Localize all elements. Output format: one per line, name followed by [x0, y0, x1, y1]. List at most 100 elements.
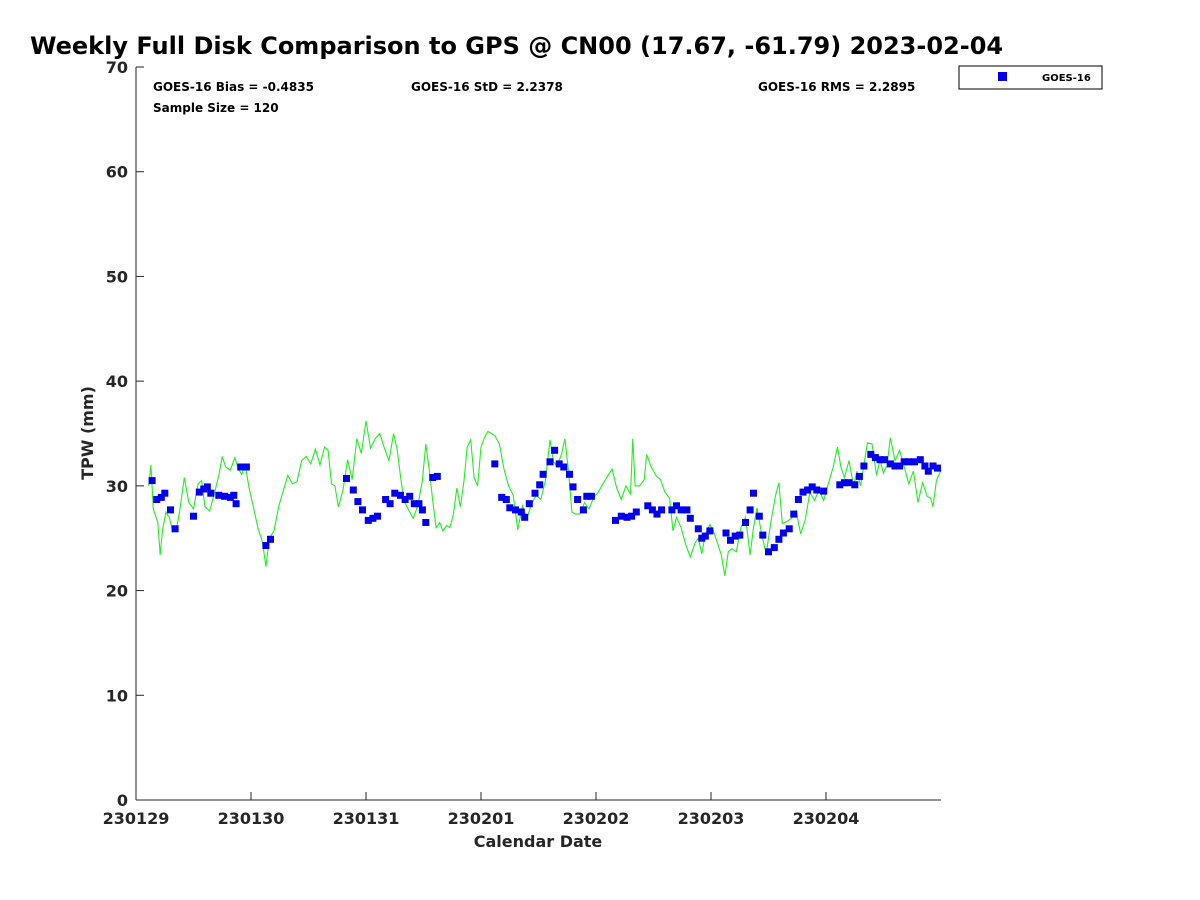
goes16-data-point [867, 450, 875, 458]
goes16-data-point [860, 462, 868, 470]
goes16-data-point [536, 481, 544, 489]
goes16-data-point [855, 472, 863, 480]
goes16-data-point [755, 512, 763, 520]
x-axis-label: Calendar Date [474, 832, 603, 851]
goes16-data-point [916, 456, 924, 464]
goes16-data-point [836, 481, 844, 489]
goes16-data-point [517, 508, 525, 516]
goes16-data-point [237, 463, 245, 471]
goes16-data-point [195, 488, 203, 496]
goes16-data-point [555, 460, 563, 468]
y-axis-label: TPW (mm) [78, 386, 97, 480]
goes16-data-point [374, 512, 381, 520]
goes16-data-point [794, 496, 802, 503]
goes16-data-point [759, 531, 767, 539]
goes16-data-point [391, 489, 399, 497]
goes16-data-point [551, 446, 559, 454]
goes16-data-point [934, 464, 941, 472]
bias-stat: GOES-16 Bias = -0.4835 [153, 80, 314, 94]
goes16-data-point [569, 483, 577, 491]
goes16-data-point [813, 486, 821, 494]
goes16-data-point [157, 493, 165, 501]
goes16-data-point [851, 481, 859, 489]
rms-stat: GOES-16 RMS = 2.2895 [758, 80, 915, 94]
goes16-data-point [161, 489, 169, 497]
goes16-data-point [727, 536, 734, 544]
gps-series-line [148, 420, 942, 576]
goes16-data-point [267, 535, 274, 543]
goes16-data-point [677, 506, 685, 514]
goes16-data-point [491, 460, 499, 468]
goes16-data-point [876, 456, 884, 464]
goes16-data-point [343, 475, 350, 482]
goes16-data-point [808, 483, 816, 491]
goes16-data-point [506, 504, 514, 512]
legend-marker-goes16 [998, 72, 1007, 81]
goes16-data-point [722, 529, 730, 537]
goes16-data-point [232, 500, 240, 508]
legend: GOES-16 [958, 65, 1103, 90]
x-tick-label: 230204 [793, 809, 860, 828]
goes16-data-point [648, 506, 656, 514]
goes16-data-point [881, 456, 889, 464]
goes16-data-point [521, 513, 529, 521]
goes16-data-point [905, 458, 913, 466]
goes16-data-point [587, 492, 595, 500]
goes16-data-point [386, 500, 394, 508]
goes16-data-point [891, 462, 899, 470]
goes16-data-point [929, 462, 937, 470]
goes16-data-point [433, 472, 441, 480]
goes16-data-point [354, 498, 362, 506]
goes16-data-point [900, 458, 908, 466]
goes16-data-point [746, 506, 754, 514]
goes16-data-point [736, 531, 744, 539]
goes16-data-point [397, 491, 404, 499]
goes16-data-point [539, 470, 547, 478]
goes16-data-point [775, 535, 783, 543]
goes16-data-point [845, 479, 853, 487]
y-tick-label: 40 [106, 372, 128, 391]
goes16-data-point [369, 514, 377, 522]
goes16-data-point [190, 512, 197, 520]
y-tick-label: 60 [106, 163, 128, 182]
goes16-data-point [731, 532, 739, 540]
goes16-data-point [911, 458, 918, 466]
goes16-data-point [820, 487, 828, 495]
goes16-data-point [574, 496, 582, 503]
goes16-data-point [790, 510, 798, 518]
goes16-data-point [429, 474, 437, 481]
y-tick-label: 10 [106, 686, 128, 705]
goes16-data-point [706, 527, 714, 535]
goes16-data-point [512, 506, 519, 514]
goes16-data-point [701, 532, 709, 540]
goes16-data-point [531, 489, 539, 497]
goes16-data-point [673, 502, 680, 510]
goes16-data-point [765, 548, 772, 556]
goes16-data-point [410, 500, 418, 508]
goes16-data-point [415, 500, 423, 508]
goes16-data-point [623, 513, 631, 521]
goes16-data-point [406, 492, 414, 500]
legend-box [958, 65, 1103, 90]
goes16-data-point [401, 496, 409, 503]
goes16-data-point [742, 519, 749, 526]
goes16-data-point [171, 525, 179, 533]
goes16-data-point [779, 529, 787, 537]
sample-size-stat: Sample Size = 120 [153, 101, 279, 115]
goes16-data-point [921, 462, 929, 470]
goes16-data-point [364, 516, 372, 524]
goes16-data-point [502, 496, 510, 503]
goes16-data-point [799, 488, 807, 496]
goes16-data-point [632, 508, 640, 516]
goes16-data-point [924, 467, 932, 475]
goes16-data-point [359, 506, 366, 514]
x-tick-label: 230201 [448, 809, 515, 828]
x-tick-label: 230130 [218, 809, 285, 828]
goes16-data-point [167, 506, 174, 514]
goes16-data-point [349, 486, 357, 494]
goes16-data-point [230, 491, 238, 499]
y-tick-label: 70 [106, 58, 128, 77]
goes16-data-point [653, 510, 661, 518]
goes16-data-point [804, 486, 812, 494]
goes16-data-point [896, 462, 904, 470]
